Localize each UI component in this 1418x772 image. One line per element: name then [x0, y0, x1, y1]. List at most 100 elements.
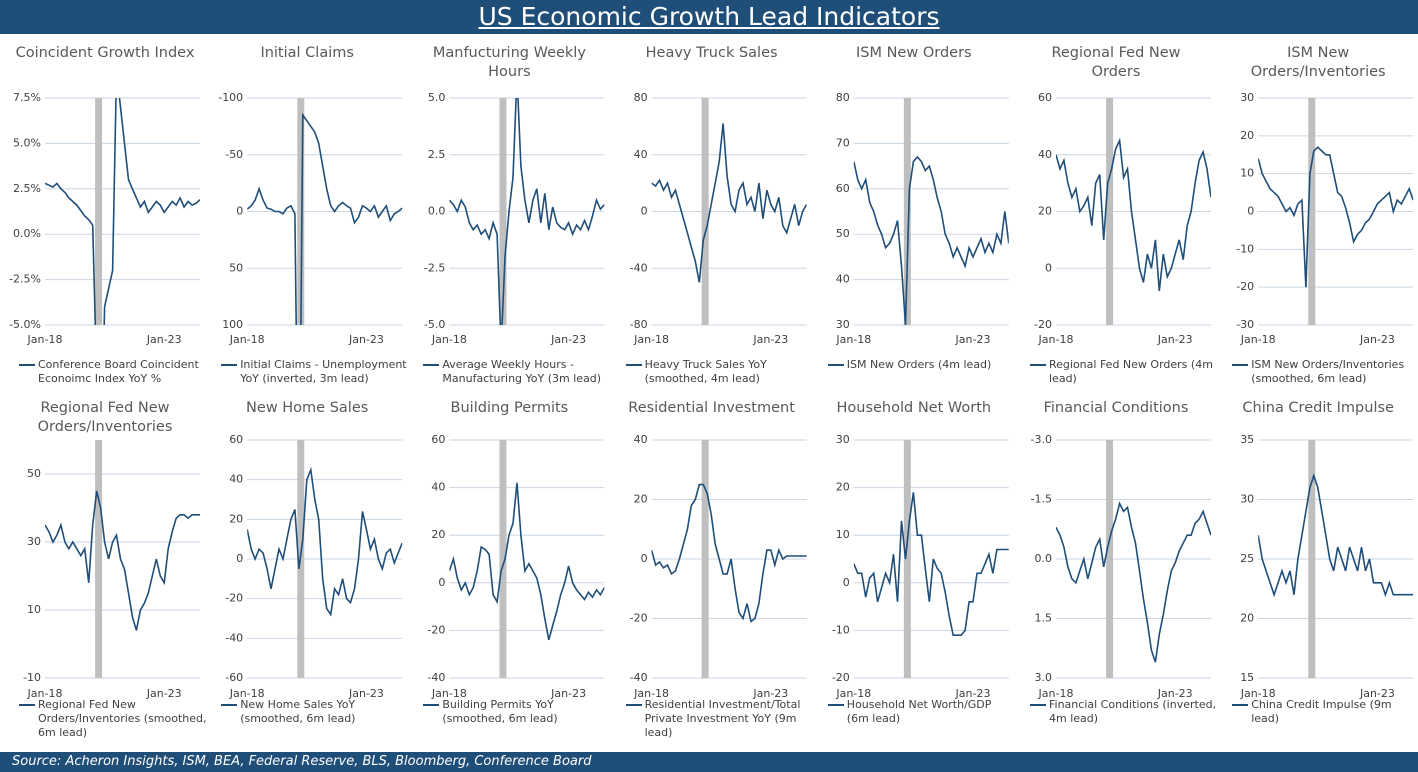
x-tick-label: Jan-23 [1359, 687, 1395, 700]
legend-swatch [221, 364, 238, 366]
y-tick-label: 1.5 [1035, 612, 1053, 625]
y-tick-label: -40 [225, 631, 243, 644]
y-tick-label: 7.5% [13, 91, 41, 104]
legend-label: New Home Sales YoY (smoothed, 6m lead) [240, 698, 356, 725]
legend-swatch [1232, 364, 1249, 366]
series-line [45, 490, 200, 631]
y-tick-label: 0 [1045, 261, 1052, 274]
y-tick-label: 60 [229, 433, 243, 446]
y-tick-label: -3.0 [1031, 433, 1052, 446]
legend-swatch [625, 364, 642, 366]
legend-label: Regional Fed New Orders (4m lead) [1049, 358, 1213, 385]
y-tick-label: 0 [641, 552, 648, 565]
x-tick-label: Jan-23 [955, 687, 991, 700]
y-tick-label: 20 [634, 493, 648, 506]
y-tick-label: -50 [225, 148, 243, 161]
chart-title: Financial Conditions [1043, 400, 1189, 416]
y-tick-label: -10 [23, 671, 41, 684]
y-tick-label: 2.5 [428, 148, 446, 161]
recession-band [1308, 440, 1316, 678]
x-tick-label: Jan-18 [633, 687, 669, 700]
legend-label: Residential Investment/Total Private Inv… [644, 698, 801, 739]
legend: Initial Claims - Unemployment YoY (inver… [221, 358, 409, 386]
series-line [1258, 473, 1414, 598]
series-line [853, 155, 1009, 325]
y-tick-label: 5.0% [13, 136, 41, 149]
legend: Household Net Worth/GDP (6m lead) [827, 698, 1016, 726]
x-tick-label: Jan-18 [1240, 333, 1276, 346]
y-tick-label: -10 [1236, 242, 1254, 255]
y-tick-label: 0 [1247, 205, 1254, 218]
recession-band [499, 98, 507, 325]
legend: China Credit Impulse (9m lead) [1232, 698, 1418, 726]
x-tick-label: Jan-18 [835, 687, 871, 700]
legend-label: Household Net Worth/GDP (6m lead) [846, 698, 992, 725]
chart-title: ISM New Orders [855, 45, 972, 61]
y-tick-label: -1.5 [1031, 493, 1052, 506]
y-tick-label: -40 [630, 261, 648, 274]
y-tick-label: 80 [634, 91, 648, 104]
y-tick-label: 50 [229, 261, 243, 274]
y-tick-label: 0 [236, 552, 243, 565]
series-line [247, 466, 403, 617]
series-line [449, 98, 605, 325]
legend: Financial Conditions (inverted, 4m lead) [1030, 698, 1218, 726]
legend-swatch [1232, 704, 1249, 706]
legend-label: Financial Conditions (inverted, 4m lead) [1049, 698, 1217, 725]
y-tick-label: 0.0 [1035, 552, 1053, 565]
recession-band [701, 440, 709, 678]
y-tick-label: -20 [1236, 280, 1254, 293]
chart-title: Building Permits [450, 400, 569, 416]
x-tick-label: Jan-23 [1157, 687, 1193, 700]
y-tick-label: 60 [836, 182, 850, 195]
chart-title: Regional Fed New Orders [1051, 45, 1181, 80]
recession-band [1106, 98, 1114, 325]
recession-band [499, 440, 507, 678]
legend-swatch [19, 704, 35, 706]
y-tick-label: -20 [225, 592, 243, 605]
x-tick-label: Jan-18 [27, 333, 63, 346]
y-tick-label: -80 [630, 318, 648, 331]
y-tick-label: 0 [438, 576, 445, 589]
y-tick-label: -20 [1034, 318, 1052, 331]
y-tick-label: 2.5% [13, 182, 41, 195]
y-tick-label: -5.0 [424, 318, 445, 331]
legend-label: Average Weekly Hours - Manufacturing YoY… [442, 358, 602, 385]
x-tick-label: Jan-18 [431, 333, 467, 346]
x-tick-label: Jan-18 [229, 333, 265, 346]
recession-band [903, 440, 911, 678]
legend: Regional Fed New Orders/Inventories (smo… [19, 698, 207, 740]
y-tick-label: 20 [1038, 205, 1052, 218]
series-line [853, 492, 1009, 636]
y-tick-label: -2.5% [9, 273, 41, 286]
x-tick-label: Jan-18 [27, 687, 63, 700]
y-tick-label: 0 [843, 576, 850, 589]
y-tick-label: 60 [431, 433, 445, 446]
chart-title: Residential Investment [628, 400, 795, 416]
x-tick-label: Jan-18 [1038, 687, 1074, 700]
series-line [651, 123, 807, 283]
y-tick-label: 40 [1038, 148, 1052, 161]
chart-title: New Home Sales [246, 400, 369, 416]
x-tick-label: Jan-23 [1359, 333, 1395, 346]
y-tick-label: 30 [836, 433, 850, 446]
y-tick-label: 20 [836, 481, 850, 494]
series-line [45, 98, 200, 325]
charts: -5.0% -2.5% 0.0% 2.5% 5.0% 7.5% Jan-18 Jan-23 10… [9, 91, 1414, 700]
y-tick-label: 0 [236, 205, 243, 218]
legend: Heavy Truck Sales YoY (smoothed, 4m lead… [625, 358, 814, 386]
y-tick-label: -20 [832, 671, 850, 684]
chart-title: Household Net Worth [836, 400, 992, 416]
x-tick-label: Jan-18 [1240, 687, 1276, 700]
y-tick-label: -10 [832, 623, 850, 636]
legend-label: Initial Claims - Unemployment YoY (inver… [240, 358, 407, 385]
legend: ISM New Orders (4m lead) [827, 358, 1016, 372]
series-line [247, 112, 403, 325]
y-tick-label: -60 [225, 671, 243, 684]
x-tick-label: Jan-23 [348, 687, 384, 700]
y-tick-label: 0.0% [13, 227, 41, 240]
chart-title: China Credit Impulse [1242, 400, 1394, 416]
y-tick-label: 0.0 [428, 205, 446, 218]
legend-swatch [423, 704, 440, 706]
y-tick-label: 20 [1240, 612, 1254, 625]
